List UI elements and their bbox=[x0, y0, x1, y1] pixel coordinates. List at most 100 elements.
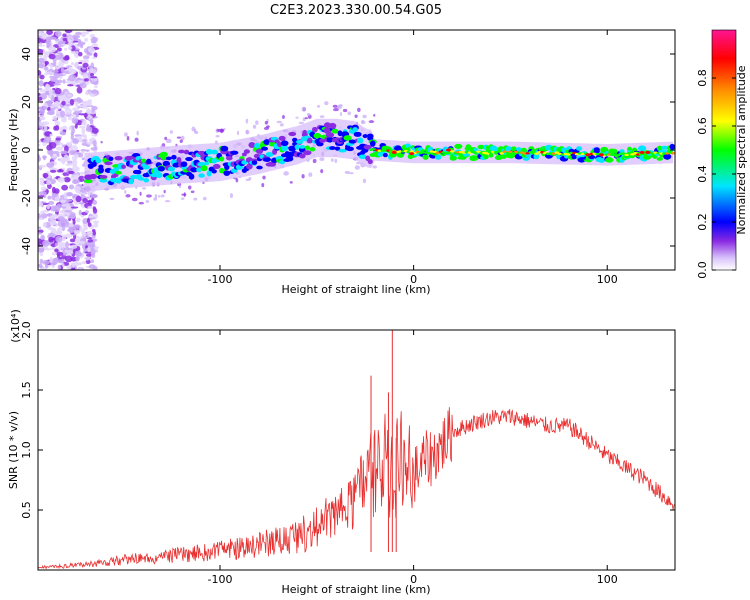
spectrogram-x-ticks: -100 0 100 bbox=[208, 30, 618, 286]
spectrogram-noise-cell bbox=[66, 142, 73, 147]
spectrogram-hotspot bbox=[409, 152, 415, 156]
spectrogram-noise-cell bbox=[55, 146, 64, 151]
spectrogram-band-cell bbox=[246, 163, 253, 170]
spectrogram-noise-cell bbox=[141, 187, 147, 190]
snr-y-tick-label: 1.5 bbox=[20, 381, 33, 399]
spectrogram-noise-cell bbox=[80, 149, 87, 152]
spectrogram-noise-cell bbox=[77, 105, 85, 108]
spectrogram-noise-cell bbox=[71, 117, 79, 124]
spectrogram-band-cell bbox=[223, 170, 231, 176]
spectrogram-band-cell bbox=[533, 153, 540, 160]
spectrogram-noise-cell bbox=[90, 77, 98, 82]
spectrogram-noise-cell bbox=[38, 201, 43, 207]
spectrogram-noise-cell bbox=[90, 252, 96, 258]
spectrogram-noise-cell bbox=[65, 241, 69, 249]
spectrogram-noise-cell bbox=[38, 195, 45, 198]
spectrogram-noise-cell bbox=[78, 209, 82, 216]
snr-series-line bbox=[38, 407, 675, 570]
spectrogram-noise-cell bbox=[139, 191, 142, 196]
spectrogram-noise-cell bbox=[68, 222, 74, 227]
spectrogram-band-cell bbox=[143, 177, 150, 183]
spectrogram-noise-cell bbox=[60, 43, 68, 46]
spectrogram-noise-cell bbox=[87, 246, 91, 253]
spectrogram-band-cell bbox=[265, 152, 274, 157]
spectrogram-noise-cell bbox=[83, 112, 88, 118]
spectrogram-noise-cell bbox=[78, 125, 86, 129]
spectrogram-band-cell bbox=[188, 173, 195, 180]
spectrogram-noise-cell bbox=[81, 138, 88, 142]
snr-y-label: SNR (10 * v/v) bbox=[7, 411, 20, 489]
snr-x-tick-label: 0 bbox=[410, 573, 417, 586]
spectrogram-noise-cell bbox=[55, 30, 62, 37]
spectrogram-noise-cell bbox=[40, 234, 45, 241]
spectrogram-noise-cell bbox=[67, 160, 74, 165]
spectrogram-noise-cell bbox=[76, 86, 83, 94]
spectrogram-band-cell bbox=[171, 154, 177, 160]
spectrogram-noise-cell bbox=[54, 120, 61, 127]
spectrogram-noise-cell bbox=[301, 174, 305, 179]
spectrogram-noise-cell bbox=[81, 157, 85, 161]
spectrogram-noise-cell bbox=[354, 165, 360, 170]
spectrogram-band-cell bbox=[323, 127, 332, 134]
spectrogram-noise-cell bbox=[49, 141, 57, 149]
spectrogram-noise-cell bbox=[56, 79, 63, 84]
spectrogram-band-cell bbox=[598, 157, 605, 163]
spectrogram-noise-cell bbox=[348, 172, 354, 175]
spectrogram-noise-cell bbox=[50, 219, 57, 226]
spectrogram-noise-cell bbox=[74, 123, 78, 129]
spectrogram-x-tick-label: -100 bbox=[208, 273, 233, 286]
spectrogram-core-cell bbox=[450, 150, 455, 153]
spectrogram-noise-cell bbox=[89, 76, 98, 79]
spectrogram-noise-cell bbox=[46, 41, 51, 48]
spectrogram-noise-cell bbox=[190, 190, 195, 194]
spectrogram-noise-cell bbox=[53, 205, 61, 212]
spectrogram-noise-cell bbox=[85, 196, 92, 199]
spectrogram-noise-cell bbox=[86, 217, 91, 224]
spectrogram-noise-cell bbox=[38, 226, 42, 230]
spectrogram-noise-cell bbox=[60, 110, 66, 118]
spectrogram-noise-cell bbox=[55, 107, 61, 110]
spectrogram-band-cell bbox=[104, 161, 113, 166]
spectrogram-noise-cell bbox=[79, 82, 84, 87]
spectrogram-noise-cell bbox=[63, 105, 70, 110]
spectrogram-core-cell bbox=[633, 152, 638, 155]
spectrogram-noise-cell bbox=[54, 242, 59, 247]
spectrogram-band-cell bbox=[198, 173, 205, 178]
spectrogram-band-cell bbox=[180, 161, 188, 168]
spectrogram-noise-cell bbox=[202, 196, 207, 201]
spectrogram-band-cell bbox=[394, 145, 402, 152]
spectrogram-noise-cell bbox=[146, 194, 152, 198]
colorbar-ticks: 0.0 0.2 0.4 0.6 0.8 bbox=[696, 69, 736, 279]
spectrogram-band-cell bbox=[280, 140, 289, 147]
spectrogram-noise-cell bbox=[58, 60, 65, 67]
spectrogram-noise-cell bbox=[276, 120, 282, 124]
spectrogram-noise-cell bbox=[41, 266, 47, 270]
spectrogram-noise-cell bbox=[38, 154, 41, 162]
spectrogram-noise-cell bbox=[38, 87, 43, 91]
spectrogram-band-cell bbox=[154, 172, 163, 179]
spectrogram-noise-cell bbox=[67, 46, 73, 50]
spectrogram-band-cell bbox=[255, 148, 264, 154]
spectrogram-noise-cell bbox=[43, 72, 49, 76]
spectrogram-band-cell bbox=[115, 170, 122, 175]
spectrogram-noise-cell bbox=[308, 172, 313, 177]
snr-panel: -100 0 100 0.5 1.0 1.5 2.0 Height of straight… bbox=[7, 309, 676, 596]
spectrogram-noise-cell bbox=[89, 33, 95, 38]
spectrogram-noise-cell bbox=[92, 56, 97, 60]
spectrogram-band-cell bbox=[619, 149, 625, 153]
spectrogram-noise-cell bbox=[324, 101, 329, 106]
spectrogram-noise-cell bbox=[124, 189, 127, 194]
spectrogram-noise-cell bbox=[76, 98, 84, 103]
spectrogram-band-cell bbox=[251, 160, 258, 165]
spectrogram-noise-cell bbox=[49, 256, 53, 263]
spectrogram-band-cell bbox=[225, 155, 233, 161]
spectrogram-band-cell bbox=[465, 144, 472, 149]
spectrogram-band-cell bbox=[212, 163, 221, 170]
spectrogram-noise-cell bbox=[49, 139, 57, 143]
spectrogram-core-cell bbox=[665, 152, 670, 155]
spectrogram-plot-area bbox=[38, 30, 675, 270]
spectrogram-noise-cell bbox=[47, 195, 52, 200]
spectrogram-noise-cell bbox=[66, 84, 74, 87]
spectrogram-noise-cell bbox=[39, 108, 46, 115]
spectrogram-noise-cell bbox=[42, 260, 50, 265]
